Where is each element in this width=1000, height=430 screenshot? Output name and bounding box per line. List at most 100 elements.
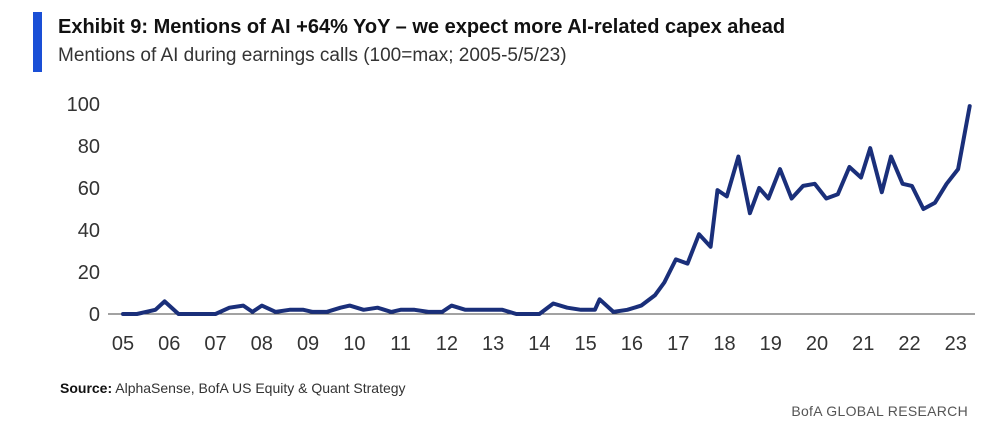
x-tick-label: 11 <box>390 333 411 355</box>
y-tick-label: 60 <box>78 178 100 200</box>
data-points <box>121 104 972 316</box>
data-point <box>190 312 194 316</box>
data-point <box>725 194 729 198</box>
data-point <box>348 304 352 308</box>
x-tick-label: 23 <box>945 333 967 355</box>
data-point <box>301 308 305 312</box>
x-tick-label: 19 <box>760 333 782 355</box>
data-point <box>227 306 231 310</box>
data-point <box>697 232 701 236</box>
data-point <box>790 197 794 201</box>
data-point <box>889 155 893 159</box>
data-point <box>933 201 937 205</box>
data-point <box>514 312 518 316</box>
data-point <box>662 281 666 285</box>
y-tick-label: 20 <box>78 262 100 284</box>
x-tick-label: 18 <box>713 333 735 355</box>
data-point <box>778 167 782 171</box>
data-point <box>736 155 740 159</box>
data-point <box>579 308 583 312</box>
y-tick-label: 40 <box>78 220 100 242</box>
y-tick-label: 0 <box>89 304 100 326</box>
data-point <box>440 310 444 314</box>
x-tick-label: 13 <box>482 333 504 355</box>
data-point <box>611 310 615 314</box>
data-point <box>766 197 770 201</box>
data-point <box>135 312 139 316</box>
data-point <box>399 308 403 312</box>
x-tick-label: 14 <box>528 333 550 355</box>
data-point <box>565 306 569 310</box>
data-point <box>450 304 454 308</box>
data-point <box>251 310 255 314</box>
chart-title: Exhibit 9: Mentions of AI +64% YoY – we … <box>58 16 786 38</box>
data-point <box>868 146 872 150</box>
x-tick-label: 21 <box>852 333 874 355</box>
data-point <box>500 308 504 312</box>
data-point <box>260 304 264 308</box>
data-point <box>653 293 657 297</box>
data-point <box>956 167 960 171</box>
ai-mentions-line <box>121 104 972 316</box>
data-point <box>757 186 761 190</box>
data-point <box>325 310 329 314</box>
data-point <box>625 308 629 312</box>
data-point <box>748 211 752 215</box>
data-point <box>813 182 817 186</box>
x-tick-label: 17 <box>667 333 689 355</box>
data-point <box>241 304 245 308</box>
data-point <box>716 188 720 192</box>
data-point <box>121 312 125 316</box>
y-tick-label: 100 <box>67 94 100 116</box>
data-point <box>477 308 481 312</box>
y-tick-label: 80 <box>78 136 100 158</box>
data-point <box>487 308 491 312</box>
data-point <box>311 310 315 314</box>
data-point <box>339 306 343 310</box>
data-point <box>376 306 380 310</box>
data-point <box>901 182 905 186</box>
data-point <box>413 308 417 312</box>
data-point <box>859 176 863 180</box>
source-label: Source: <box>60 380 113 396</box>
data-point <box>204 312 208 316</box>
x-tick-label: 08 <box>251 333 273 355</box>
x-tick-label: 06 <box>158 333 180 355</box>
data-point <box>177 312 181 316</box>
data-point <box>528 312 532 316</box>
data-point <box>593 308 597 312</box>
x-tick-label: 15 <box>575 333 597 355</box>
data-point <box>880 190 884 194</box>
data-point <box>163 299 167 303</box>
data-point <box>674 257 678 261</box>
data-point <box>709 245 713 249</box>
x-tick-label: 20 <box>806 333 828 355</box>
data-point <box>847 165 851 169</box>
data-point <box>426 310 430 314</box>
data-point <box>274 310 278 314</box>
data-point <box>686 262 690 266</box>
data-point <box>921 207 925 211</box>
brand-footer: BofA GLOBAL RESEARCH <box>791 403 968 419</box>
data-point <box>801 184 805 188</box>
x-tick-label: 10 <box>343 333 365 355</box>
x-tick-label: 05 <box>112 333 134 355</box>
data-point <box>389 310 393 314</box>
data-point <box>910 184 914 188</box>
data-point <box>288 308 292 312</box>
accent-bar <box>33 12 42 72</box>
data-point <box>463 308 467 312</box>
data-point <box>968 104 972 108</box>
data-point <box>639 304 643 308</box>
data-point <box>824 197 828 201</box>
x-tick-labels: 05 06 07 08 09 10 11 12 13 14 15 16 17 18 19 20 21 22 23 <box>112 333 967 355</box>
data-point <box>153 308 157 312</box>
line-chart: 0 20 40 60 80 100 05 06 07 08 09 10 11 12 13 14 15 16 17 1… <box>67 94 975 355</box>
y-tick-labels: 0 20 40 60 80 100 <box>67 94 100 326</box>
x-tick-label: 09 <box>297 333 319 355</box>
chart-subtitle: Mentions of AI during earnings calls (10… <box>58 45 567 66</box>
data-point <box>551 302 555 306</box>
data-point <box>214 312 218 316</box>
x-tick-label: 12 <box>436 333 458 355</box>
x-tick-label: 16 <box>621 333 643 355</box>
